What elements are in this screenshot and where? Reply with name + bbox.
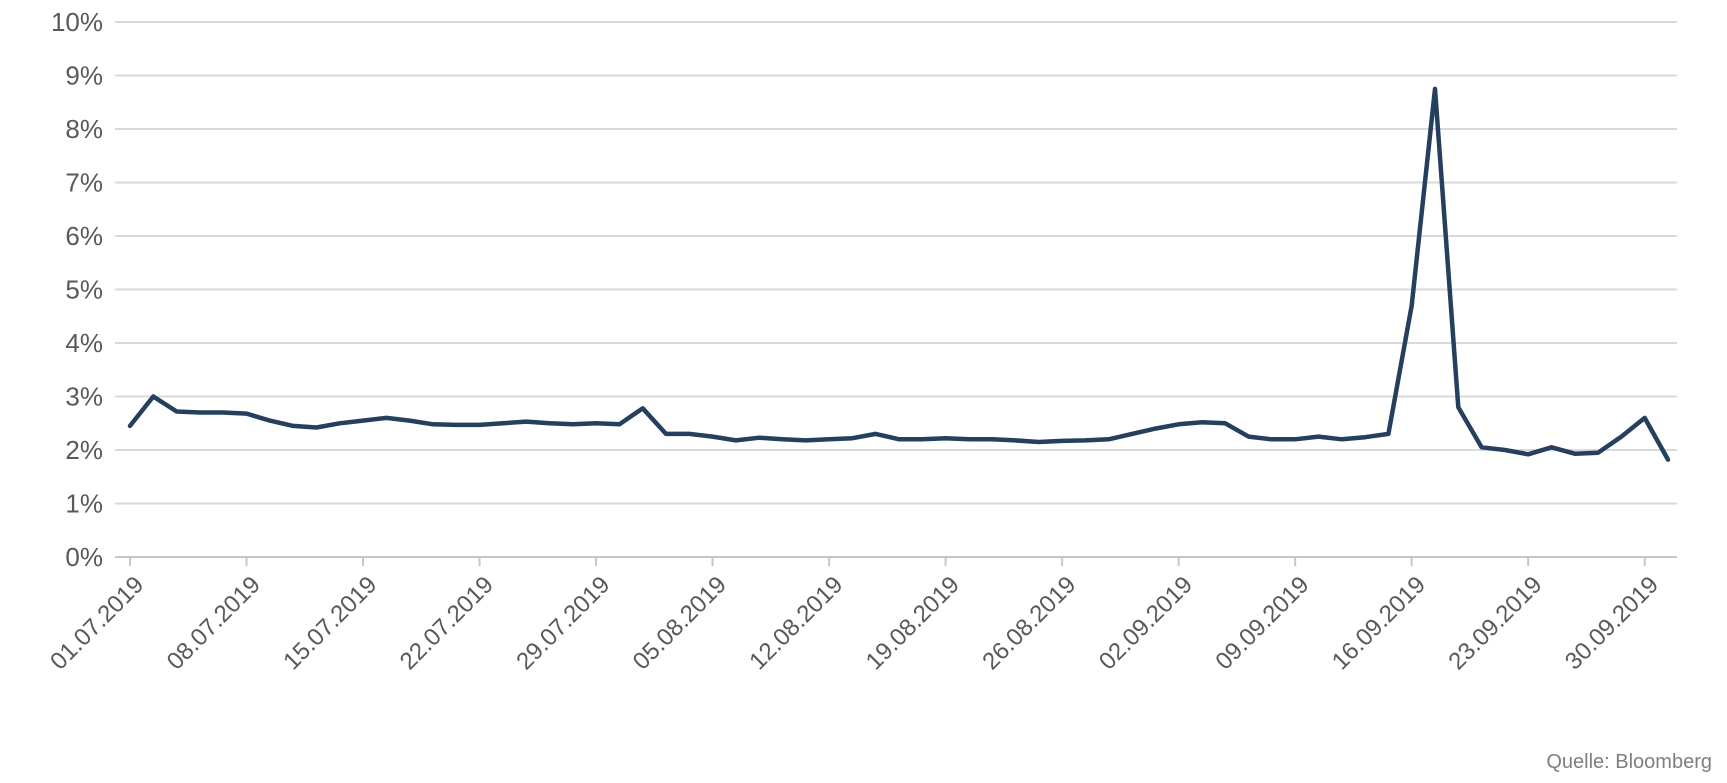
- x-axis-label: 23.09.2019: [1443, 571, 1547, 675]
- x-axis-label: 02.09.2019: [1094, 571, 1198, 675]
- y-axis-label: 8%: [65, 114, 103, 144]
- x-axis-label: 15.07.2019: [278, 571, 382, 675]
- y-axis-label: 6%: [65, 221, 103, 251]
- y-axis-label: 2%: [65, 435, 103, 465]
- y-axis-label: 1%: [65, 489, 103, 519]
- x-axis-label: 30.09.2019: [1560, 571, 1664, 675]
- x-axis-label: 26.08.2019: [977, 571, 1081, 675]
- y-axis-label: 4%: [65, 328, 103, 358]
- y-axis-label: 10%: [51, 7, 103, 37]
- data-series-group: [127, 86, 1671, 462]
- x-axis: 01.07.2019 08.07.2019 15.07.2019 22.07.2019…: [45, 556, 1677, 675]
- x-axis-label: 19.08.2019: [861, 571, 965, 675]
- x-axis-label: 08.07.2019: [162, 571, 266, 675]
- x-axis-label: 29.07.2019: [511, 571, 615, 675]
- x-axis-label: 05.08.2019: [628, 571, 732, 675]
- y-axis: 0% 1% 2% 3% 4% 5% 6% 7% 8% 9% 10%: [51, 7, 103, 572]
- y-axis-label: 7%: [65, 168, 103, 198]
- x-axis-label: 12.08.2019: [744, 571, 848, 675]
- x-axis-label: 01.07.2019: [45, 571, 149, 675]
- y-axis-label: 9%: [65, 61, 103, 91]
- y-axis-label: 0%: [65, 542, 103, 572]
- y-axis-label: 3%: [65, 382, 103, 412]
- x-axis-label: 22.07.2019: [395, 571, 499, 675]
- gridlines-group: [115, 21, 1677, 505]
- y-axis-label: 5%: [65, 275, 103, 305]
- x-axis-label: 09.09.2019: [1210, 571, 1314, 675]
- source-label: Quelle: Bloomberg: [1546, 751, 1712, 773]
- x-axis-label: 16.09.2019: [1327, 571, 1431, 675]
- data-line: [127, 86, 1671, 462]
